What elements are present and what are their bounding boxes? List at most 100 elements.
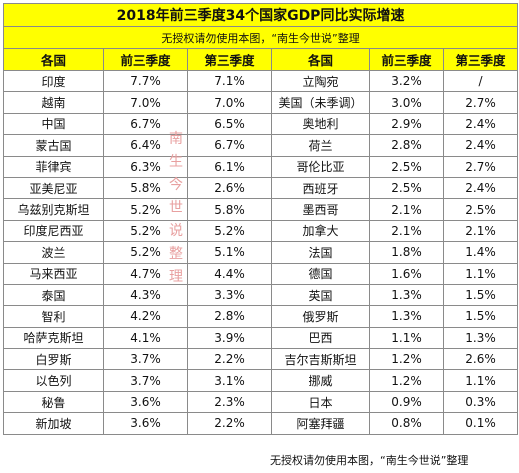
country-cell: 立陶宛 [271, 69, 370, 93]
growth-cell: 1.1% [442, 369, 519, 392]
growth-cell: 7.7% [103, 69, 188, 93]
country-cell: 加拿大 [271, 219, 370, 243]
country-cell: 美国（未季调） [271, 91, 370, 114]
growth-cell: 3.9% [187, 326, 272, 350]
table-row: 亚美尼亚 5.8% 2.6% 西班牙 2.5% 2.4% [3, 176, 519, 200]
growth-cell: 2.6% [442, 348, 519, 371]
header-cell: 第三季度 [442, 48, 519, 71]
growth-cell: 5.2% [103, 198, 188, 221]
header-cell: 前三季度 [103, 48, 188, 71]
growth-cell: 0.8% [369, 412, 444, 435]
growth-cell: 6.1% [187, 155, 272, 178]
country-cell: 印度尼西亚 [3, 219, 104, 243]
table-row: 菲律宾 6.3% 6.1% 哥伦比亚 2.5% 2.7% [3, 155, 519, 178]
growth-cell: 1.2% [369, 348, 444, 371]
growth-cell: 3.7% [103, 369, 188, 392]
growth-cell: 2.4% [442, 134, 519, 157]
growth-cell: 5.1% [187, 241, 272, 264]
growth-cell: 0.9% [369, 390, 444, 414]
country-cell: 马来西亚 [3, 262, 104, 285]
table-row: 智利 4.2% 2.8% 俄罗斯 1.3% 1.5% [3, 305, 519, 328]
subtitle-row: 无授权请勿使用本图，“南生今世说”整理 [2, 26, 519, 49]
growth-cell: 2.1% [442, 219, 519, 243]
country-cell: 秘鲁 [3, 390, 104, 414]
country-cell: 巴西 [271, 326, 370, 350]
table-row: 中国 6.7% 6.5% 奥地利 2.9% 2.4% [3, 112, 519, 136]
growth-cell: 1.3% [442, 326, 519, 350]
country-cell: 英国 [271, 283, 370, 307]
header-cell: 各国 [271, 48, 370, 71]
country-cell: 哈萨克斯坦 [3, 326, 104, 350]
country-cell: 印度 [3, 69, 104, 93]
growth-cell: 5.2% [103, 219, 188, 243]
table-subtitle: 无授权请勿使用本图，“南生今世说”整理 [2, 26, 519, 49]
growth-cell: 2.5% [442, 198, 519, 221]
growth-cell: 2.1% [369, 219, 444, 243]
country-cell: 蒙古国 [3, 134, 104, 157]
country-cell: 德国 [271, 262, 370, 285]
growth-cell: 4.3% [103, 283, 188, 307]
country-cell: 挪威 [271, 369, 370, 392]
growth-cell: 2.2% [187, 412, 272, 435]
growth-cell: 2.1% [369, 198, 444, 221]
country-cell: 西班牙 [271, 176, 370, 200]
table-row: 哈萨克斯坦 4.1% 3.9% 巴西 1.1% 1.3% [3, 326, 519, 350]
growth-cell: 2.7% [442, 155, 519, 178]
growth-cell: 2.5% [369, 155, 444, 178]
country-cell: 新加坡 [3, 412, 104, 435]
growth-cell: 1.3% [369, 305, 444, 328]
growth-cell: 2.8% [187, 305, 272, 328]
table-row: 白罗斯 3.7% 2.2% 吉尔吉斯斯坦 1.2% 2.6% [3, 348, 519, 371]
country-cell: 亚美尼亚 [3, 176, 104, 200]
growth-cell: 5.8% [187, 198, 272, 221]
growth-cell: 4.2% [103, 305, 188, 328]
growth-cell: 1.8% [369, 241, 444, 264]
country-cell: 泰国 [3, 283, 104, 307]
table-row: 印度尼西亚 5.2% 5.2% 加拿大 2.1% 2.1% [3, 219, 519, 243]
growth-cell: 2.5% [369, 176, 444, 200]
growth-cell: 1.1% [442, 262, 519, 285]
country-cell: 法国 [271, 241, 370, 264]
growth-cell: 7.0% [103, 91, 188, 114]
header-row: 各国 前三季度 第三季度 各国 前三季度 第三季度 [3, 48, 519, 71]
table-row: 新加坡 3.6% 2.2% 阿塞拜疆 0.8% 0.1% [3, 412, 519, 435]
gdp-table: 2018年前三季度34个国家GDP同比实际增速 无授权请勿使用本图，“南生今世说… [2, 3, 519, 435]
table-row: 乌兹别克斯坦 5.2% 5.8% 墨西哥 2.1% 2.5% [3, 198, 519, 221]
growth-cell: 3.2% [369, 69, 444, 93]
growth-cell: 4.4% [187, 262, 272, 285]
growth-cell: 1.4% [442, 241, 519, 264]
table-row: 泰国 4.3% 3.3% 英国 1.3% 1.5% [3, 283, 519, 307]
country-cell: 日本 [271, 390, 370, 414]
footer-note: 无授权请勿使用本图，“南生今世说”整理 [270, 452, 510, 469]
growth-cell: 6.7% [103, 112, 188, 136]
country-cell: 吉尔吉斯斯坦 [271, 348, 370, 371]
growth-cell: 2.6% [187, 176, 272, 200]
country-cell: 以色列 [3, 369, 104, 392]
growth-cell: 4.1% [103, 326, 188, 350]
country-cell: 俄罗斯 [271, 305, 370, 328]
country-cell: 波兰 [3, 241, 104, 264]
country-cell: 哥伦比亚 [271, 155, 370, 178]
country-cell: 阿塞拜疆 [271, 412, 370, 435]
growth-cell: 1.2% [369, 369, 444, 392]
gdp-table-sheet: 2018年前三季度34个国家GDP同比实际增速 无授权请勿使用本图，“南生今世说… [2, 3, 519, 435]
growth-cell: 6.7% [187, 134, 272, 157]
table-row: 印度 7.7% 7.1% 立陶宛 3.2% / [3, 69, 519, 93]
growth-cell: 5.2% [187, 219, 272, 243]
growth-cell: 0.1% [442, 412, 519, 435]
table-title: 2018年前三季度34个国家GDP同比实际增速 [2, 3, 519, 27]
growth-cell: 2.4% [442, 112, 519, 136]
growth-cell: 2.3% [187, 390, 272, 414]
growth-cell: 6.3% [103, 155, 188, 178]
growth-cell: 3.3% [187, 283, 272, 307]
growth-cell: 0.3% [442, 390, 519, 414]
table-row: 波兰 5.2% 5.1% 法国 1.8% 1.4% [3, 241, 519, 264]
growth-cell: 2.9% [369, 112, 444, 136]
growth-cell: 6.4% [103, 134, 188, 157]
growth-cell: 3.6% [103, 390, 188, 414]
growth-cell: 1.3% [369, 283, 444, 307]
table-row: 秘鲁 3.6% 2.3% 日本 0.9% 0.3% [3, 390, 519, 414]
country-cell: 智利 [3, 305, 104, 328]
growth-cell: 1.5% [442, 283, 519, 307]
country-cell: 白罗斯 [3, 348, 104, 371]
